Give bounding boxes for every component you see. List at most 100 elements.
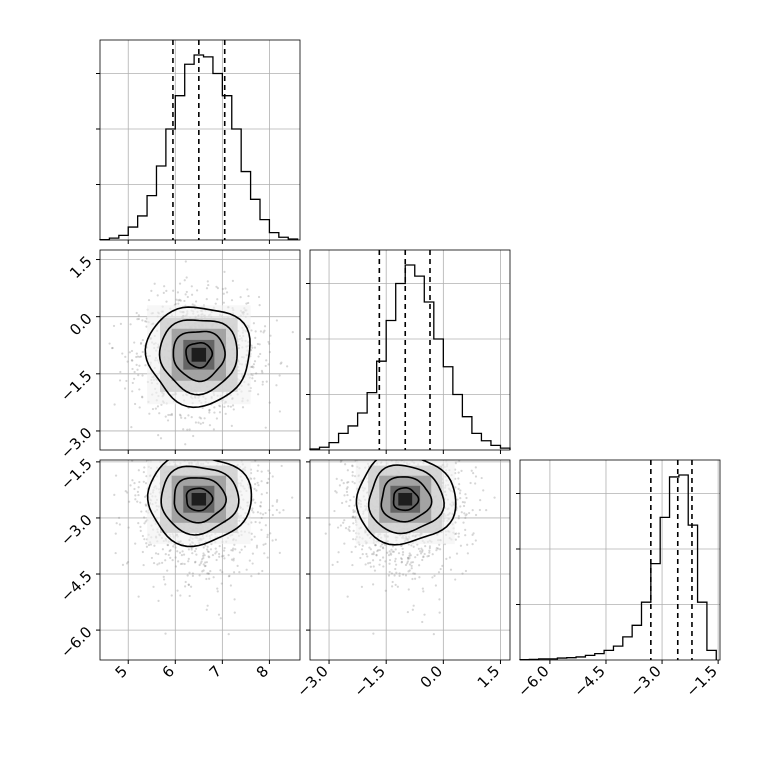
scatter-point <box>117 434 119 436</box>
contour-line <box>185 342 214 369</box>
scatter-point <box>142 471 145 474</box>
scatter-point <box>259 505 262 508</box>
scatter-point <box>251 509 254 512</box>
scatter-point <box>271 475 274 478</box>
scatter-point <box>469 481 472 485</box>
scatter-point <box>464 514 467 517</box>
scatter-point <box>387 554 391 557</box>
scatter-point <box>394 563 398 566</box>
scatter-point <box>457 514 460 518</box>
scatter-point <box>187 583 190 586</box>
scatter-point <box>350 550 353 554</box>
scatter-point <box>205 561 208 564</box>
scatter-point <box>202 556 205 560</box>
scatter-point <box>351 515 354 518</box>
scatter-point <box>445 557 448 560</box>
scatter-point <box>183 562 186 566</box>
scatter-point <box>178 282 182 285</box>
density-cell <box>191 492 207 506</box>
scatter-point <box>204 564 207 568</box>
scatter-point <box>439 567 442 571</box>
scatter-point <box>336 526 340 529</box>
scatter-point <box>238 570 241 574</box>
scatter-point <box>192 440 194 442</box>
scatter-point <box>480 476 483 480</box>
scatter-point <box>471 543 474 546</box>
scatter-point <box>145 510 148 513</box>
contour-line <box>144 306 251 409</box>
scatter-point <box>156 405 160 408</box>
scatter-point <box>408 563 412 566</box>
scatter-point <box>208 556 211 559</box>
scatter-point <box>438 543 441 546</box>
scatter-point <box>414 556 417 559</box>
scatter-point <box>215 417 219 420</box>
scatter-point <box>252 322 255 325</box>
scatter-point <box>376 549 379 553</box>
scatter-point <box>369 548 372 551</box>
scatter-point <box>472 532 475 535</box>
scatter-point <box>163 285 166 288</box>
scatter-point <box>211 553 215 557</box>
scatter-point <box>454 521 457 524</box>
scatter-point <box>251 552 255 555</box>
scatter-point <box>338 484 341 487</box>
scatter-point <box>262 543 265 546</box>
scatter-point <box>198 574 201 577</box>
scatter-point <box>375 554 378 557</box>
scatter-point <box>174 302 177 306</box>
scatter-point <box>460 469 463 473</box>
scatter-point <box>167 450 169 452</box>
scatter-point <box>188 571 191 574</box>
scatter-point <box>462 521 465 524</box>
scatter-point <box>140 510 143 513</box>
scatter-point <box>460 511 463 514</box>
scatter-point <box>257 295 261 299</box>
scatter-point <box>131 390 134 393</box>
scatter-point <box>416 553 419 557</box>
scatter-point <box>352 509 355 512</box>
scatter-point <box>400 557 403 561</box>
scatter-point <box>260 369 264 372</box>
scatter-point <box>261 380 264 383</box>
scatter-point <box>113 403 116 406</box>
scatter-point <box>428 546 431 550</box>
scatter-point <box>257 484 260 487</box>
panel-frame <box>99 39 301 241</box>
scatter-point <box>331 563 334 566</box>
scatter-point <box>400 560 404 563</box>
scatter-point <box>114 532 117 535</box>
scatter-point <box>181 457 183 459</box>
scatter-point <box>463 501 466 504</box>
scatter-point <box>207 550 210 553</box>
scatter-point <box>441 564 444 567</box>
scatter-point <box>275 319 278 322</box>
scatter-point <box>149 427 151 429</box>
scatter-point <box>398 574 401 577</box>
scatter-point <box>135 363 138 366</box>
scatter-point <box>328 523 331 526</box>
scatter-point <box>408 569 411 572</box>
scatter-point <box>465 496 468 500</box>
scatter-point <box>183 299 186 303</box>
scatter-point <box>459 435 461 437</box>
scatter-point <box>198 563 201 567</box>
scatter-point <box>129 484 132 487</box>
scatter-point <box>114 551 117 555</box>
scatter-point <box>253 487 256 490</box>
scatter-point <box>459 505 462 508</box>
scatter-point <box>280 464 283 468</box>
scatter-point <box>252 498 255 501</box>
scatter-point <box>417 547 420 550</box>
scatter-point <box>204 440 206 442</box>
scatter-point <box>207 283 210 287</box>
scatter-point <box>195 547 198 550</box>
scatter-point <box>138 364 141 367</box>
scatter-point <box>450 453 452 455</box>
y-tick-label: −1.5 <box>57 455 95 493</box>
scatter-point <box>131 381 134 385</box>
scatter-point <box>369 565 372 568</box>
scatter-point <box>186 574 189 577</box>
scatter-point <box>178 298 181 301</box>
